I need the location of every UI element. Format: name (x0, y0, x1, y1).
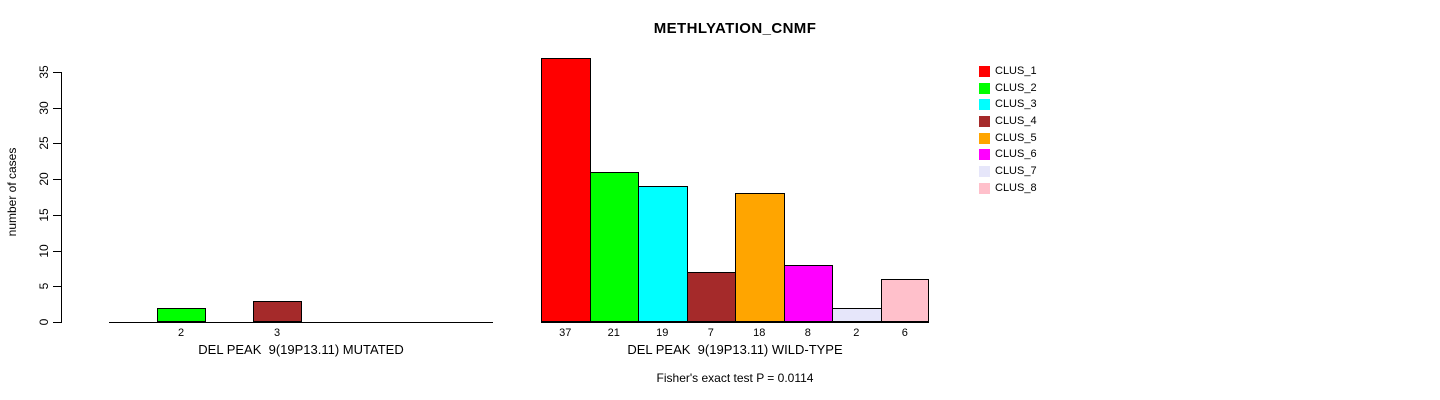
legend-swatch (979, 83, 990, 94)
y-axis-tick-label: 5 (37, 282, 51, 290)
bar-clus_8 (880, 279, 929, 322)
bar-clus_2 (157, 307, 206, 322)
bar-value-label: 37 (559, 327, 572, 339)
y-axis-tick-label: 0 (37, 318, 51, 326)
legend-item-clus_8: CLUS_8 (979, 183, 1037, 194)
legend-label: CLUS_4 (995, 115, 1037, 127)
bar-clus_4 (686, 272, 736, 322)
bar-value-label: 18 (753, 327, 766, 339)
wildtype-x-axis-line (541, 322, 929, 323)
legend-label: CLUS_2 (995, 82, 1037, 94)
legend-swatch (979, 149, 990, 160)
y-axis-tick (53, 143, 61, 145)
fisher-test-caption: Fisher's exact test P = 0.0114 (656, 371, 814, 385)
bar-clus_3 (638, 186, 688, 322)
y-axis-tick (53, 322, 61, 323)
bar-value-label: 2 (177, 327, 185, 339)
wildtype-bars-panel: 37 21 19 7 18 8 2 6 (541, 57, 929, 339)
legend-swatch (979, 166, 990, 177)
mutated-x-axis-label: DEL PEAK 9(19P13.11) MUTATED (198, 342, 404, 357)
y-axis-tick (53, 107, 61, 109)
legend-label: CLUS_6 (995, 148, 1037, 160)
bar-value-label: 19 (656, 327, 669, 339)
y-axis-tick-label: 15 (37, 208, 51, 222)
legend-label: CLUS_7 (995, 165, 1037, 177)
y-axis-tick (53, 179, 61, 181)
mutated-x-axis-line (109, 322, 493, 323)
legend-item-clus_7: CLUS_7 (979, 166, 1037, 177)
legend-label: CLUS_1 (995, 65, 1037, 77)
legend-item-clus_4: CLUS_4 (979, 116, 1037, 127)
legend-item-clus_2: CLUS_2 (979, 83, 1037, 94)
legend-label: CLUS_3 (995, 98, 1037, 110)
legend-swatch (979, 99, 990, 110)
legend-label: CLUS_8 (995, 182, 1037, 194)
bar-clus_5 (735, 193, 785, 322)
legend-swatch (979, 66, 990, 77)
y-axis-tick (53, 250, 61, 252)
y-axis-tick (53, 72, 61, 73)
bar-value-label: 2 (853, 327, 860, 339)
legend-item-clus_5: CLUS_5 (979, 133, 1037, 144)
bar-clus_7 (832, 307, 882, 322)
y-axis-tick-label: 25 (37, 136, 51, 151)
bar-value-label: 3 (273, 327, 281, 339)
legend-item-clus_3: CLUS_3 (979, 99, 1037, 110)
y-axis-tick-label: 10 (37, 243, 51, 258)
legend-label: CLUS_5 (995, 132, 1037, 144)
bar-value-label: 6 (901, 327, 908, 339)
wildtype-x-axis-label: DEL PEAK 9(19P13.11) WILD-TYPE (627, 342, 843, 357)
chart-title: METHLYATION_CNMF (653, 20, 817, 37)
bar-value-label: 8 (804, 327, 811, 339)
legend-item-clus_1: CLUS_1 (979, 66, 1037, 77)
bar-clus_2 (589, 172, 639, 322)
y-axis-tick-label: 30 (37, 101, 51, 115)
legend-swatch (979, 183, 990, 194)
bar-clus_6 (783, 264, 833, 322)
legend-item-clus_6: CLUS_6 (979, 149, 1037, 160)
legend-swatch (979, 116, 990, 127)
bar-clus_4 (253, 300, 302, 322)
y-axis-tick (53, 286, 61, 288)
y-axis-line (61, 72, 62, 323)
legend-swatch (979, 133, 990, 144)
y-axis-tick-label: 20 (37, 172, 51, 186)
bar-clus_1 (541, 57, 591, 322)
bar-value-label: 21 (607, 327, 620, 339)
y-axis-tick-label: 35 (37, 65, 51, 79)
bar-value-label: 7 (707, 327, 714, 339)
y-axis-tick (53, 214, 61, 216)
y-axis-label: number of cases (5, 147, 19, 237)
